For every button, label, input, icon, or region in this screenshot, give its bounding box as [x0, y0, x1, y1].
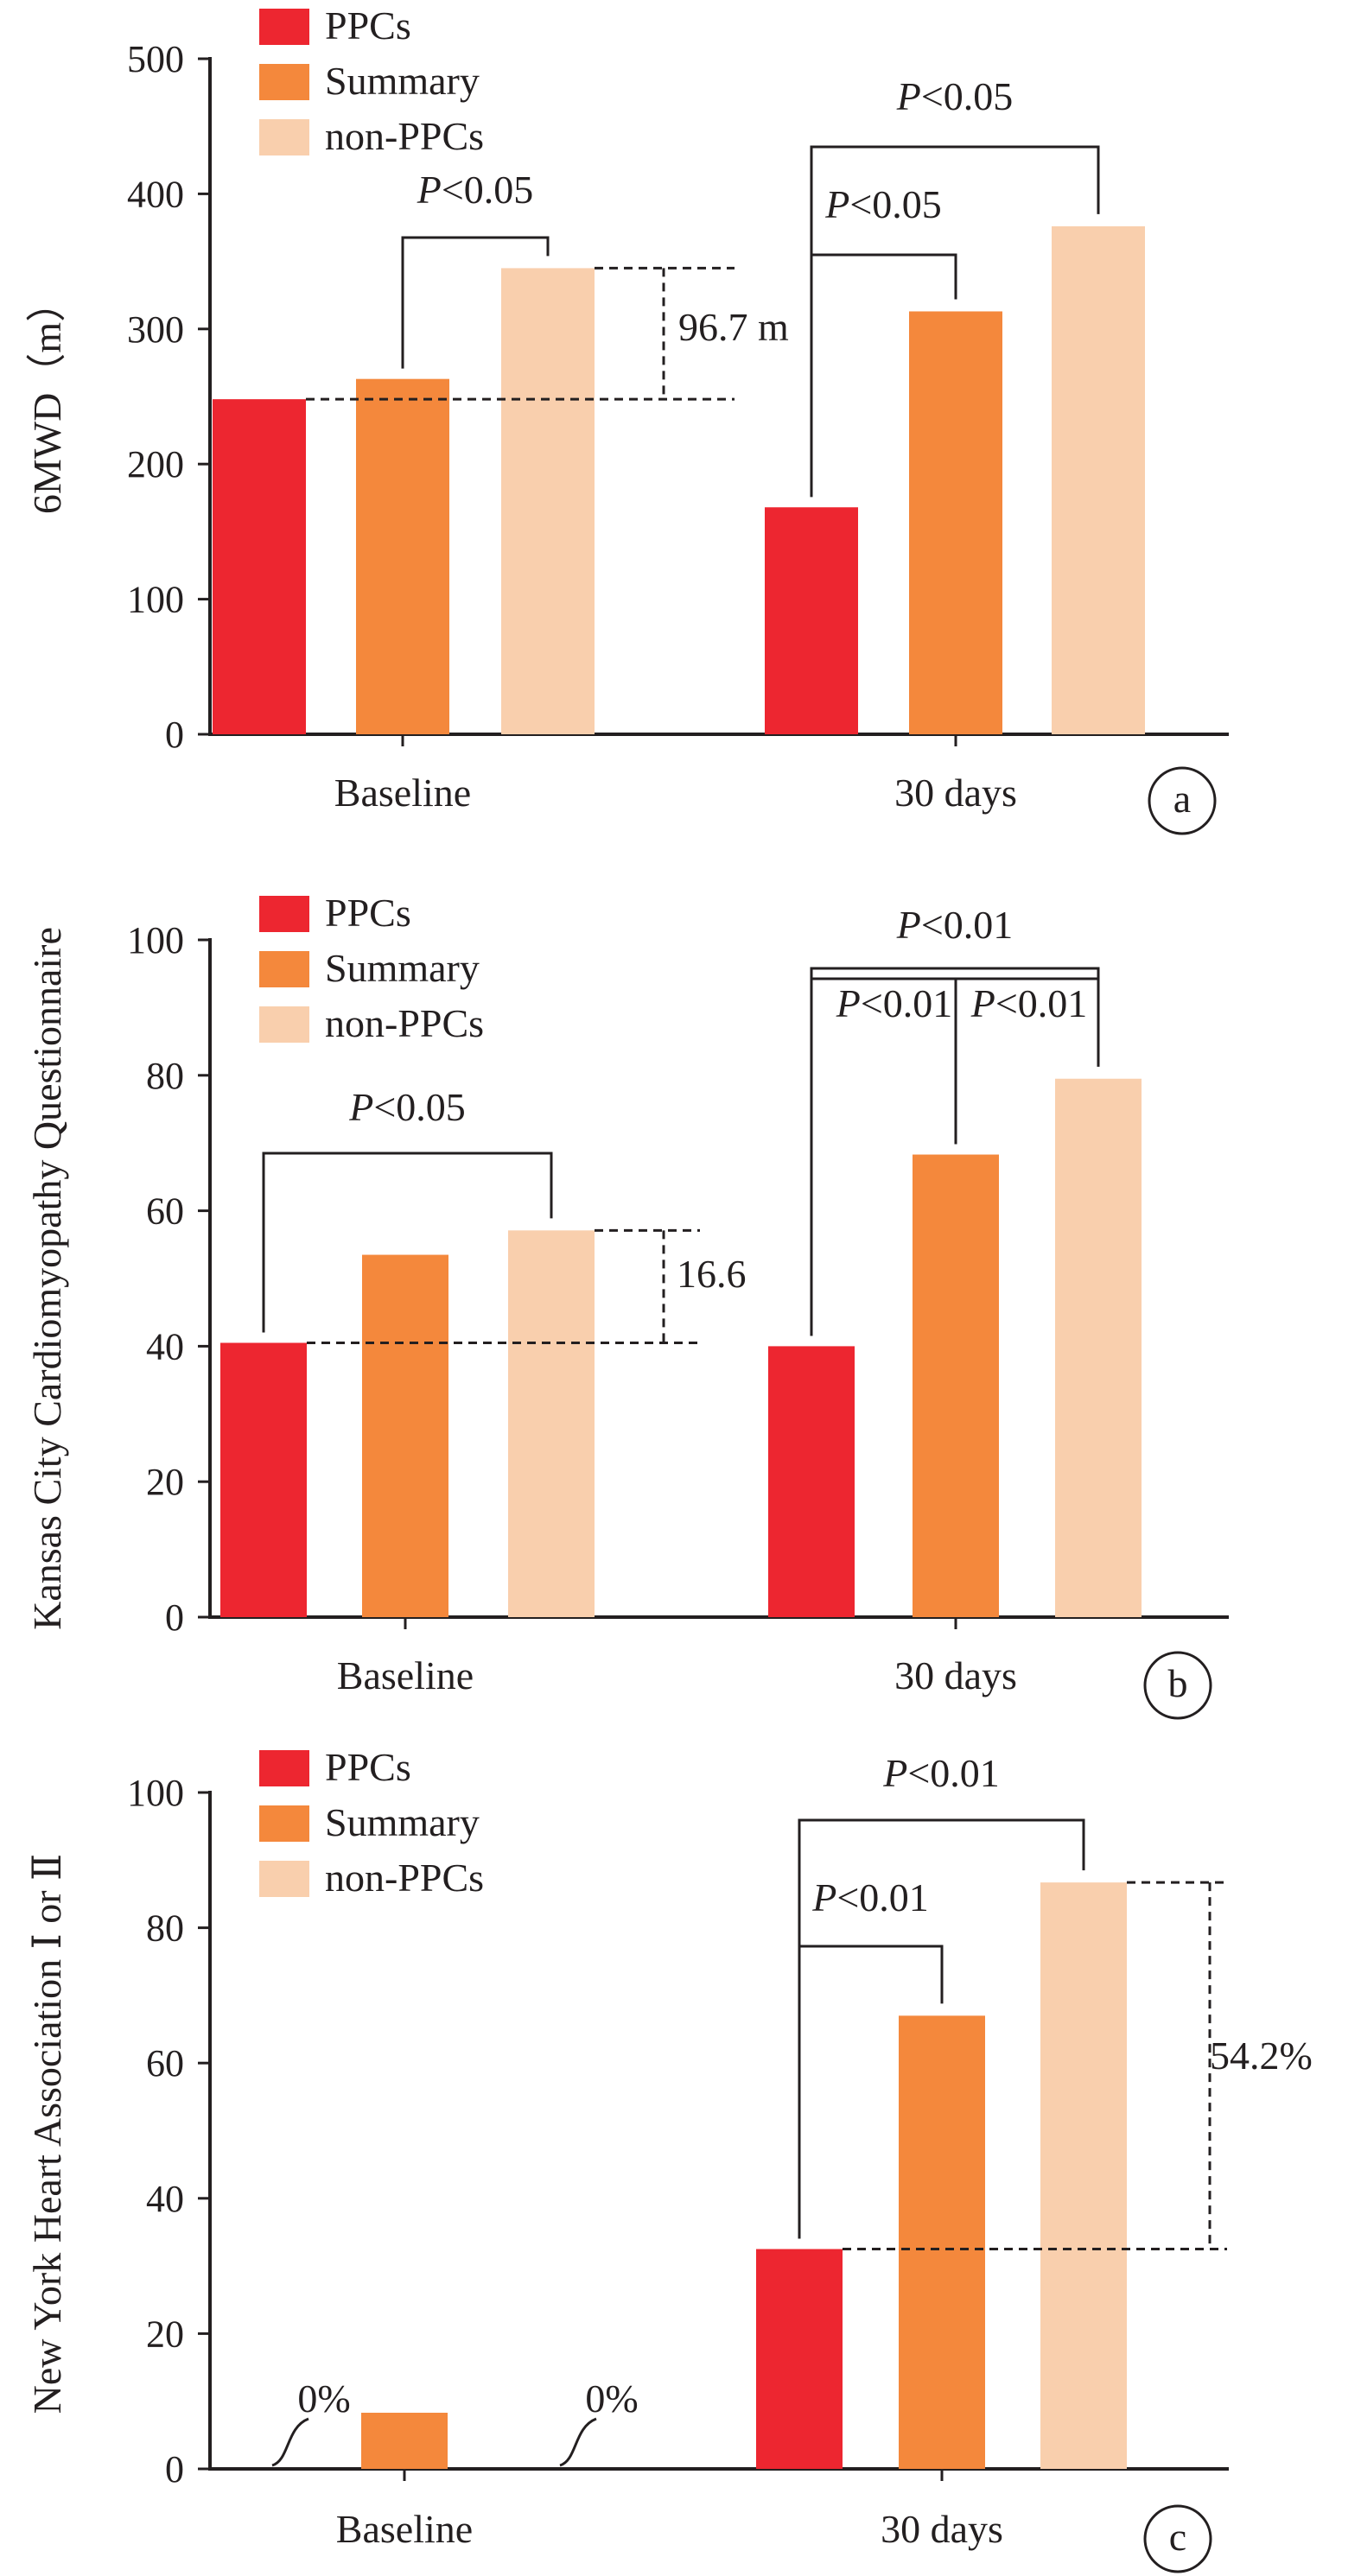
panel-badge: [1143, 2504, 1212, 2573]
x-tick-label: Baseline: [336, 2507, 473, 2551]
bar-ppcs-1: [765, 507, 858, 734]
y-tick-label: 0: [165, 714, 184, 756]
y-tick-label: 500: [127, 38, 184, 80]
bar-summary-1: [909, 311, 1002, 734]
y-axis-label: Kansas City Cardiomyopathy Questionnaire: [25, 927, 69, 1630]
significance-label: P<0.05: [824, 182, 942, 226]
y-tick-label: 0: [165, 2448, 184, 2490]
chart-panel-c: 0 20 40 60 80 100 Baseline 30 days New York Hear…: [25, 1745, 1313, 2573]
x-tick-label: 30 days: [881, 2507, 1003, 2551]
legend-swatch: [259, 1805, 309, 1842]
bar-summary-0: [356, 378, 449, 734]
zero-callout-line: [559, 2417, 597, 2467]
y-tick-label: 40: [146, 1325, 184, 1367]
bar-non-ppcs-1: [1052, 225, 1145, 734]
legend-label: PPCs: [325, 1745, 411, 1789]
bar-summary-0: [362, 1254, 448, 1617]
bar-non-ppcs-1: [1055, 1078, 1142, 1617]
legend-label: non-PPCs: [325, 114, 484, 158]
y-tick-label: 80: [146, 1055, 184, 1097]
legend-label: non-PPCs: [325, 1856, 484, 1900]
panel-letter: c: [1169, 2515, 1186, 2559]
bar-ppcs-0: [220, 1342, 307, 1617]
zero-value-label: 0%: [297, 2376, 350, 2421]
bar-ppcs-0: [213, 399, 306, 734]
x-tick-label: 30 days: [894, 771, 1017, 815]
chart-panel-a: 0 100 200 300 400 500 Baseline 30 days 6MWD（m） PP…: [25, 3, 1229, 835]
zero-callout-line: [271, 2417, 309, 2467]
legend-label: PPCs: [325, 3, 411, 48]
bar-ppcs-1: [756, 2249, 843, 2469]
bar-summary-0: [361, 2413, 448, 2469]
bar-non-ppcs-0: [501, 268, 595, 734]
y-axis-label: 6MWD（m）: [25, 282, 69, 514]
zero-value-label: 0%: [585, 2376, 638, 2421]
panel-letter: b: [1168, 1661, 1188, 1705]
significance-label: P<0.05: [417, 168, 534, 212]
panel-badge: [1148, 766, 1217, 835]
bar-non-ppcs-1: [1040, 1882, 1127, 2469]
y-tick-label: 20: [146, 1461, 184, 1503]
y-tick-label: 60: [146, 1190, 184, 1233]
significance-bracket: [401, 236, 550, 369]
legend-label: Summary: [325, 59, 480, 103]
significance-bracket: [262, 1152, 553, 1333]
significance-bracket: [810, 145, 1100, 498]
x-tick-label: Baseline: [334, 771, 471, 815]
panel-badge: [1143, 1651, 1212, 1720]
legend-swatch: [259, 9, 309, 45]
significance-label: P<0.01: [811, 1875, 929, 1919]
bar-summary-1: [913, 1154, 999, 1617]
significance-label: P<0.05: [348, 1085, 466, 1129]
difference-label: 54.2%: [1210, 2034, 1313, 2078]
y-tick-label: 100: [127, 1772, 184, 1814]
legend-swatch: [259, 64, 309, 100]
panel-letter: a: [1173, 777, 1191, 821]
bar-non-ppcs-0: [508, 1230, 595, 1617]
significance-label: P<0.01: [882, 1751, 1000, 1795]
legend-label: Summary: [325, 1800, 480, 1844]
significance-bracket: [810, 967, 1100, 1336]
y-axis-label: New York Heart Association Ⅰ or Ⅱ: [25, 1854, 69, 2414]
y-tick-label: 100: [127, 579, 184, 621]
legend-label: Summary: [325, 946, 480, 990]
y-tick-label: 20: [146, 2313, 184, 2355]
legend-swatch: [259, 1006, 309, 1043]
significance-label: P<0.01: [836, 981, 953, 1025]
legend-label: non-PPCs: [325, 1001, 484, 1045]
chart-panel-b: 0 20 40 60 80 100 Baseline 30 days Kansas City C…: [25, 891, 1229, 1720]
bar-summary-1: [899, 2015, 985, 2469]
y-tick-label: 60: [146, 2042, 184, 2084]
y-tick-label: 400: [127, 173, 184, 215]
difference-label: 96.7 m: [678, 305, 789, 349]
significance-label: P<0.05: [896, 74, 1014, 118]
bar-ppcs-1: [768, 1346, 855, 1617]
significance-label: P<0.01: [896, 903, 1014, 947]
y-tick-label: 80: [146, 1907, 184, 1950]
significance-label: P<0.01: [970, 981, 1088, 1025]
x-tick-label: 30 days: [894, 1653, 1017, 1697]
legend-swatch: [259, 951, 309, 987]
y-tick-label: 200: [127, 443, 184, 485]
y-tick-label: 0: [165, 1596, 184, 1639]
legend-label: PPCs: [325, 891, 411, 935]
legend-swatch: [259, 896, 309, 932]
legend-swatch: [259, 1750, 309, 1786]
difference-label: 16.6: [677, 1252, 747, 1296]
y-tick-label: 300: [127, 308, 184, 351]
x-tick-label: Baseline: [337, 1653, 474, 1697]
y-tick-label: 40: [146, 2178, 184, 2220]
legend-swatch: [259, 119, 309, 155]
significance-bracket: [798, 1818, 1085, 2239]
legend-swatch: [259, 1861, 309, 1897]
y-tick-label: 100: [127, 919, 184, 961]
